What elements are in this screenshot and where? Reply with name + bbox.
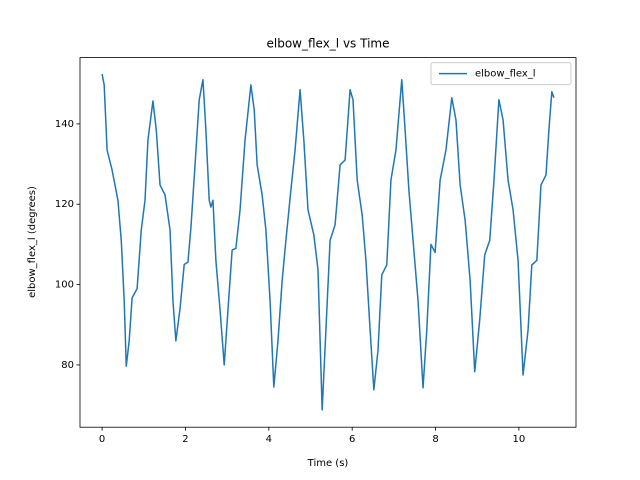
legend-label: elbow_flex_l: [475, 69, 536, 80]
data-line: [101, 73, 555, 411]
y-tick-label: 100: [55, 280, 74, 291]
plot-frame: [79, 57, 577, 428]
y-tick-label: 80: [61, 360, 74, 371]
x-tick-label: 0: [99, 434, 105, 445]
legend-box: [430, 62, 572, 86]
x-tick-label: 8: [432, 434, 438, 445]
x-axis-label: Time (s): [307, 458, 349, 469]
x-tick-label: 2: [182, 434, 188, 445]
chart-title: elbow_flex_l vs Time: [266, 37, 389, 51]
y-tick-label: 120: [55, 199, 74, 210]
x-tick-label: 4: [266, 434, 272, 445]
y-tick-label: 140: [55, 119, 74, 130]
x-tick-label: 10: [513, 434, 526, 445]
y-axis-label: elbow_flex_l (degrees): [27, 186, 38, 298]
x-tick-label: 6: [349, 434, 355, 445]
